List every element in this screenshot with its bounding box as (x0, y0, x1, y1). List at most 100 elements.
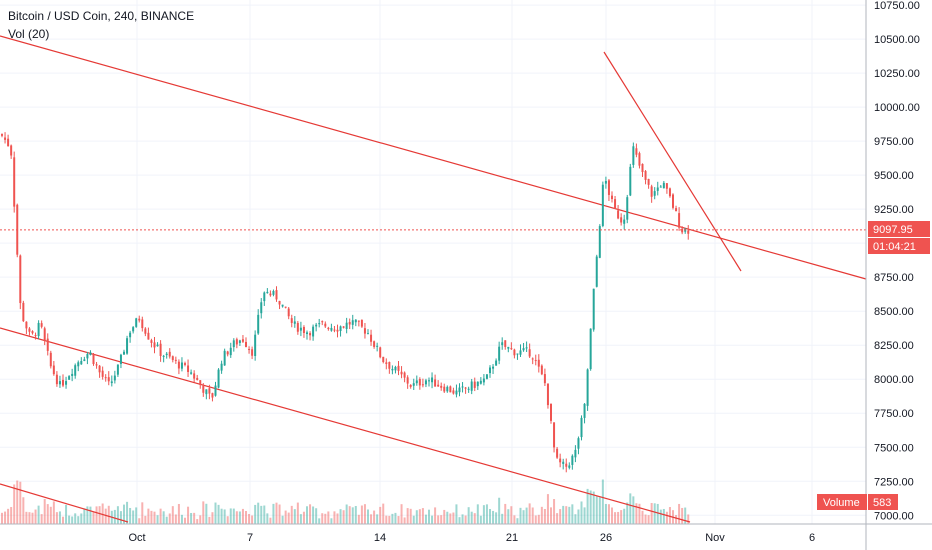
volume-badge-value: 583 (873, 497, 891, 509)
candle-body (464, 387, 467, 389)
candle-body (238, 340, 241, 343)
trendlines (0, 35, 867, 523)
candle-body (226, 351, 229, 355)
candle-body (296, 322, 299, 332)
volume-bar (211, 512, 214, 524)
candle-body (245, 341, 247, 347)
candle-body (476, 381, 479, 387)
volume-bar (95, 506, 98, 524)
candle-body (321, 321, 324, 323)
candle-body (641, 163, 644, 173)
volume-bar (455, 504, 458, 524)
volume-bar (519, 507, 522, 524)
candle-body (132, 327, 135, 332)
candle-body (455, 390, 458, 395)
time-axis[interactable]: Oct 7 14 21 26 Nov 6 (128, 532, 815, 544)
volume-bar (504, 503, 507, 524)
volume-bar (299, 514, 302, 524)
price-tick-label: 8750.00 (874, 272, 914, 284)
candle-body (583, 403, 586, 418)
volume-bar (55, 512, 58, 524)
candle-body (629, 166, 632, 196)
candle-body (248, 349, 251, 351)
volume-bars (1, 479, 690, 524)
candle-body (580, 417, 583, 438)
volume-bar (516, 518, 519, 524)
volume-bar (394, 512, 397, 524)
candle-body (507, 346, 510, 349)
volume-bar (293, 509, 296, 524)
candle-body (34, 335, 37, 337)
volume-bar (196, 519, 199, 524)
volume-bar (220, 508, 223, 524)
volume-bar (241, 508, 244, 524)
candle-body (568, 465, 571, 468)
candle-body (565, 463, 568, 467)
volume-bar (190, 512, 193, 524)
volume-bar (226, 516, 229, 524)
candle-body (394, 366, 397, 371)
volume-bar (327, 511, 330, 524)
volume-bar (357, 514, 360, 524)
candle-body (40, 323, 43, 327)
volume-bar (684, 507, 687, 524)
time-tick-label: Oct (128, 532, 145, 544)
candle-body (428, 380, 430, 382)
candle-body (74, 365, 77, 376)
candle-body (363, 328, 366, 334)
volume-bar (129, 507, 132, 524)
volume-bar (275, 502, 278, 524)
candle-body (232, 340, 235, 348)
trendline (0, 483, 129, 523)
volume-bar (254, 504, 257, 524)
volume-bar (217, 504, 220, 524)
volume-bar (7, 508, 10, 524)
candle-body (312, 326, 315, 337)
candle-body (92, 354, 95, 365)
countdown-badge: 01:04:21 (868, 238, 930, 254)
symbol-title[interactable]: Bitcoin / USD Coin, 240, BINANCE (8, 9, 195, 23)
candle-body (190, 372, 193, 374)
volume-bar (229, 508, 232, 524)
volume-bar (675, 515, 678, 524)
candle-body (235, 339, 238, 345)
candle-body (278, 300, 281, 305)
candle-body (525, 347, 528, 349)
volume-bar (424, 514, 427, 524)
volume-bar (46, 504, 49, 524)
volume-bar (513, 515, 516, 524)
candle-body (421, 384, 424, 386)
volume-bar (583, 507, 586, 524)
candle-body (534, 360, 537, 362)
candle-body (672, 194, 674, 208)
volume-bar (397, 516, 400, 524)
candle-body (174, 359, 177, 361)
volume-bar (52, 501, 55, 524)
volume-bar (348, 506, 351, 524)
candle-body (376, 345, 379, 347)
volume-bar (113, 509, 116, 524)
price-axis[interactable]: 7000.00 7250.00 7500.00 7750.00 8000.00 8250.… (874, 0, 920, 522)
candle-body (653, 191, 656, 196)
volume-bar (556, 513, 559, 524)
volume-bar (187, 506, 190, 524)
volume-bar (107, 505, 110, 524)
candle-body (309, 333, 312, 336)
candle-body (150, 340, 153, 343)
volume-bar (363, 504, 366, 524)
volume-bar (492, 510, 495, 524)
candle-body (391, 368, 394, 371)
current-price-value: 9097.95 (873, 224, 913, 236)
volume-indicator-label[interactable]: Vol (20) (8, 27, 50, 41)
volume-bar (278, 504, 281, 524)
candle-body (123, 351, 125, 355)
candle-body (68, 376, 71, 380)
candle-body (638, 153, 641, 166)
volume-bar (25, 511, 28, 524)
price-tick-label: 7750.00 (874, 408, 914, 420)
volume-bar (598, 497, 601, 524)
candle-body (559, 458, 562, 463)
candle-body (62, 379, 64, 386)
price-tick-label: 9250.00 (874, 204, 914, 216)
